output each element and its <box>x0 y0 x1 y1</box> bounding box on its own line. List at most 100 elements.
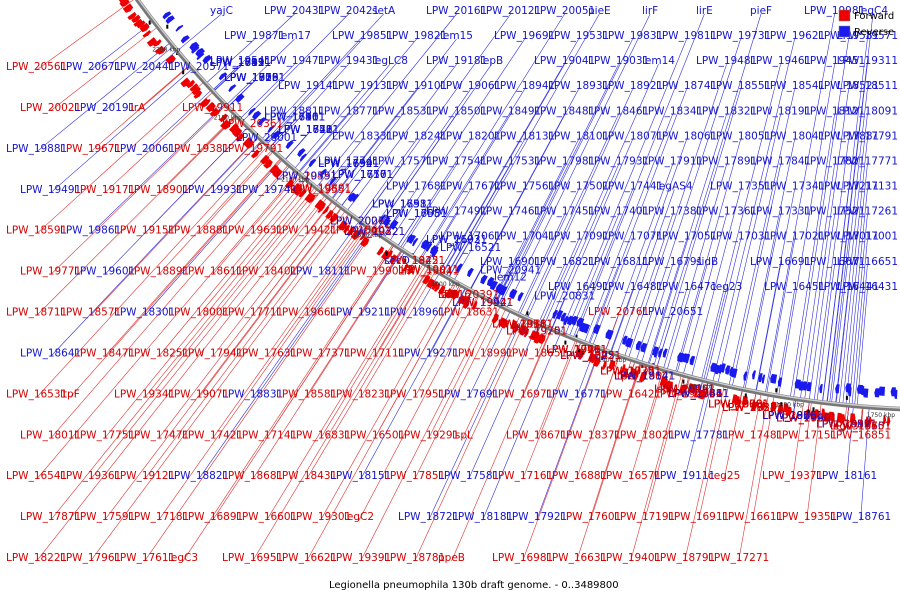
gene-label: LPW_19601 <box>74 266 135 278</box>
gene-arrow <box>272 167 283 178</box>
gene-label: LPW_17001 <box>837 231 898 243</box>
leader-line <box>297 64 391 173</box>
gene-label: LPW_16521 <box>440 242 501 254</box>
scale-tick-label: 1950 kbp <box>513 323 541 330</box>
gene-arrow <box>205 101 216 112</box>
leader-line <box>462 315 521 439</box>
gene-label: setA <box>372 5 396 17</box>
gene-arrow <box>389 219 399 230</box>
gene-arrow <box>567 315 575 326</box>
gene-arrow <box>325 209 334 220</box>
leader-line <box>340 177 363 207</box>
gene-arrow <box>343 224 351 234</box>
gene-label: LPW_18121 <box>804 105 865 117</box>
gene-label: LPW_20461 <box>546 344 607 356</box>
gene-label: LPW_17601 <box>560 511 621 523</box>
leader-line <box>698 382 713 439</box>
leader-line <box>826 13 874 404</box>
leader-line <box>399 139 471 249</box>
gene-label: LPW_19131 <box>332 80 393 92</box>
gene-label: LPW_20021 <box>20 102 81 114</box>
gene-label: LPW_19371 <box>762 470 823 482</box>
gene-label: LPW_16691 <box>750 256 811 268</box>
scale-tick-label: 1750 kbp <box>867 412 895 419</box>
leader-line <box>764 13 835 394</box>
gene-arrow <box>491 313 499 324</box>
gene-label: LPW_16541 <box>6 470 67 482</box>
gene-label: LPW_18911 <box>210 57 271 69</box>
leader-line <box>804 89 849 401</box>
gene-label: LPW_17511 <box>372 199 433 211</box>
gene-arrow <box>191 46 200 54</box>
leader-line <box>252 140 263 153</box>
leader-line <box>498 64 619 305</box>
gene-arrow <box>882 415 887 425</box>
gene-label: LPW_17731 <box>600 366 661 378</box>
rna-marker <box>845 395 848 400</box>
gene-label: LPW_17321 <box>804 206 865 218</box>
leader-line <box>845 189 868 406</box>
leader-line <box>361 164 403 223</box>
gene-label: LPW_20561 <box>6 61 67 73</box>
gene-label: LPW_19901 <box>344 266 405 278</box>
gene-label: LPW_16621 <box>276 552 337 564</box>
gene-label: LPW_18591 <box>6 225 67 237</box>
leader-line <box>263 13 384 143</box>
leader-line <box>491 264 511 302</box>
gene-label: LPW_18981 <box>654 384 715 396</box>
gene-arrow <box>495 283 503 294</box>
gene-arrow <box>593 324 601 335</box>
leader-line <box>752 392 762 439</box>
gene-arrow <box>406 234 413 243</box>
gene-label: LPW_19871 <box>224 30 285 42</box>
gene-arrow <box>294 186 303 196</box>
gene-arrow <box>865 416 869 426</box>
leader-line <box>744 214 781 390</box>
gene-label: lspL <box>452 429 473 441</box>
gene-arrow <box>329 177 337 186</box>
gene-label: LPW_19531 <box>548 30 609 42</box>
gene-arrow <box>339 221 348 231</box>
gene-label: legLC8 <box>372 55 408 67</box>
gene-arrow <box>639 372 646 382</box>
gene-label: LPW_18831 <box>222 388 283 400</box>
gene-label: LPW_20421 <box>318 5 379 17</box>
gene-label: LPW_17211 <box>818 181 879 193</box>
leader-line <box>212 224 366 439</box>
gene-arrow <box>165 15 175 24</box>
gene-label: LPW_19851 <box>332 30 393 42</box>
gene-label: LPW_17261 <box>837 206 898 218</box>
gene-arrow <box>157 47 167 55</box>
leader-line <box>358 139 417 220</box>
gene-label: LPW_17441 <box>602 181 663 193</box>
gene-label: LPW_17481 <box>722 429 783 441</box>
gene-arrow <box>162 11 172 20</box>
gene-label: lepB <box>480 55 503 67</box>
gene-arrow <box>741 395 748 406</box>
leader-line <box>320 281 456 521</box>
rna-marker <box>641 364 644 368</box>
leader-line <box>547 164 619 328</box>
gene-label: LPW_18131 <box>494 130 555 142</box>
gene-label: LPW_20361 <box>222 118 283 130</box>
leader-line <box>752 395 775 521</box>
gene-label: LPW_18411 <box>278 124 339 136</box>
leader-line <box>104 184 313 439</box>
gene-label: secD <box>384 255 410 267</box>
leader-line <box>266 222 363 357</box>
gene-arrow <box>186 79 196 89</box>
gene-arrow <box>587 352 593 362</box>
rna-marker <box>526 311 529 316</box>
gene-arrow <box>840 414 846 424</box>
gene-label: LPW_17771 <box>837 156 898 168</box>
gene-label: LPW_20221 <box>344 226 405 238</box>
scale-tick-label: 1850 kbp <box>686 383 714 390</box>
gene-label: LPW_18151 <box>330 470 391 482</box>
gene-label: LPW_18671 <box>506 429 567 441</box>
gene-arrow <box>193 90 203 99</box>
gene-arrow <box>127 11 137 20</box>
leader-line <box>564 38 687 336</box>
leader-line <box>831 89 868 404</box>
gene-label: lem14 <box>642 55 675 67</box>
leader-line <box>414 305 501 480</box>
